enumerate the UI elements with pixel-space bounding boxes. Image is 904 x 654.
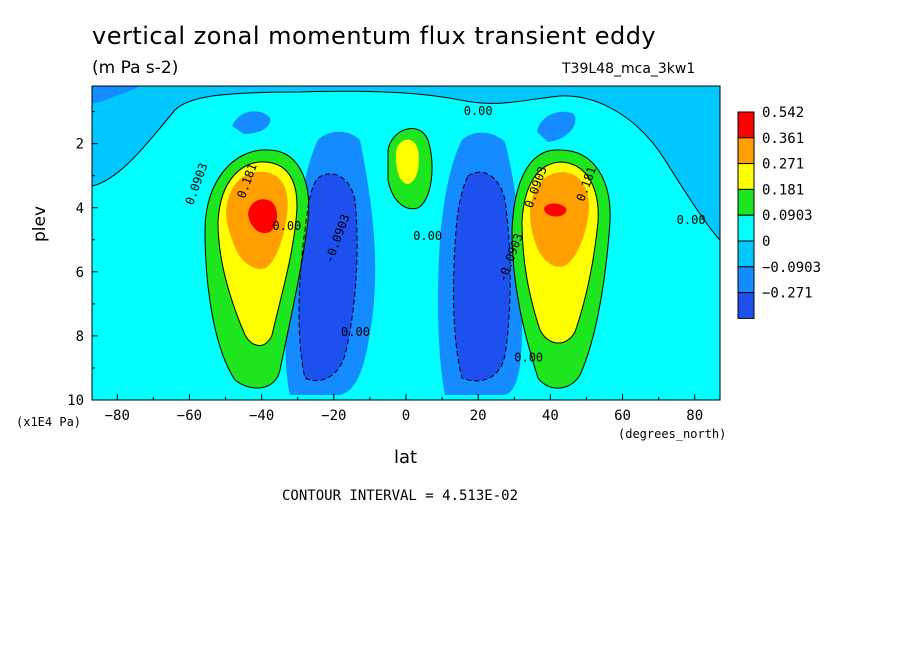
- y-axis: 2 4 6 8 10: [67, 111, 98, 409]
- legend-level-label: −0.271: [762, 286, 813, 302]
- y-axis-units: (x1E4 Pa): [16, 415, 82, 429]
- x-tick-label: 40: [542, 408, 559, 424]
- x-axis-title: lat: [394, 447, 418, 468]
- x-tick-label: 20: [470, 408, 487, 424]
- legend-level-label: 0: [762, 234, 770, 250]
- legend-level-label: 0.0903: [762, 208, 813, 224]
- legend-level-label: −0.0903: [762, 260, 821, 276]
- x-axis: −80 −60 −40 −20 0 20 40 60 80: [105, 394, 703, 424]
- x-tick-label: −40: [249, 408, 274, 424]
- y-axis-title: plev: [30, 205, 50, 242]
- field-region-strong-negative: [298, 173, 358, 381]
- field-region-positive: [395, 139, 419, 184]
- field-region-strong-negative: [453, 172, 511, 381]
- chart-title: vertical zonal momentum flux transient e…: [92, 22, 657, 50]
- field-region-positive: [530, 172, 589, 267]
- x-tick-label: 0: [402, 408, 410, 424]
- x-tick-label: −20: [321, 408, 346, 424]
- contour-label: 0.00: [464, 104, 493, 118]
- x-tick-label: −80: [105, 408, 130, 424]
- contour-label: 0.00: [413, 229, 442, 243]
- legend-swatch: [737, 292, 755, 319]
- legend-swatch: [737, 266, 755, 294]
- legend-level-label: 0.181: [762, 182, 804, 198]
- y-tick-label: 6: [76, 265, 84, 281]
- field-region-negative: [232, 111, 271, 134]
- field-region-negative: [92, 86, 140, 104]
- field-region-negative: [537, 111, 576, 142]
- x-tick-label: −60: [177, 408, 202, 424]
- y-tick-label: 8: [76, 329, 84, 345]
- legend-level-label: 0.542: [762, 105, 804, 121]
- field-region-max: [248, 199, 278, 234]
- legend-level-label: 0.271: [762, 157, 804, 173]
- run-label: T39L48_mca_3kw1: [562, 61, 696, 77]
- y-tick-label: 10: [67, 393, 84, 409]
- legend-swatch: [737, 214, 755, 242]
- contour-label: 0.00: [677, 213, 706, 227]
- color-legend: 0.542 0.361 0.271 0.181 0.0903 0 −0.0903 −0.271: [737, 105, 821, 319]
- legend-swatch: [737, 188, 755, 216]
- legend-swatch: [737, 137, 755, 165]
- x-tick-label: 60: [614, 408, 631, 424]
- plot-area: [92, 86, 720, 400]
- contour-lines: [92, 90, 720, 389]
- legend-level-label: 0.361: [762, 131, 804, 147]
- legend-swatch: [737, 111, 755, 139]
- y-tick-label: 2: [76, 137, 84, 153]
- y-tick-label: 4: [76, 201, 84, 217]
- legend-swatch: [737, 163, 755, 190]
- chart-subtitle: (m Pa s-2): [92, 58, 179, 78]
- legend-swatch: [737, 240, 755, 268]
- x-axis-units: (degrees_north): [618, 427, 727, 441]
- contour-label: 0.00: [272, 219, 301, 233]
- contour-label: 0.00: [514, 351, 543, 365]
- x-tick-label: 80: [686, 408, 703, 424]
- contour-interval-note: CONTOUR INTERVAL = 4.513E-02: [282, 488, 519, 504]
- contour-label: 0.00: [341, 325, 370, 339]
- field-region-max: [544, 203, 567, 217]
